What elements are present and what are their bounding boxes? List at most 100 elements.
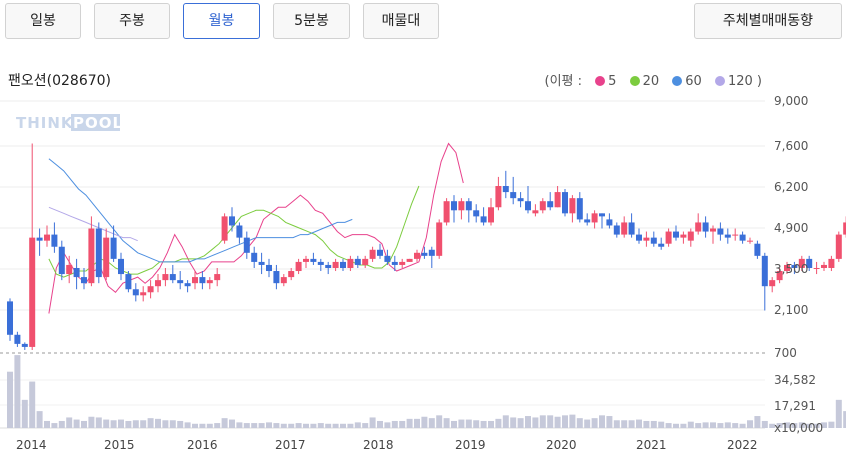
price-tick-label: 9,000 <box>774 94 808 108</box>
candle-body <box>510 192 517 199</box>
volume-bar <box>399 420 406 428</box>
volume-bar <box>221 418 228 428</box>
candle-body <box>310 258 317 262</box>
candle-body <box>525 201 531 211</box>
candle-body <box>377 249 383 256</box>
volume-bar <box>488 420 494 428</box>
volume-bar <box>843 411 846 428</box>
volume-bar <box>436 415 443 428</box>
legend-label: 이평 : <box>549 74 583 89</box>
volume-bar <box>7 371 13 428</box>
volume-bar <box>325 423 332 428</box>
tab-volume-profile[interactable]: 매물대 <box>363 3 439 39</box>
candle-body <box>391 261 398 265</box>
candle-body <box>192 277 198 284</box>
volume-bars <box>7 355 846 428</box>
ma20-color-dot <box>629 76 640 86</box>
volume-bar <box>414 418 420 428</box>
volume-bar <box>81 420 87 428</box>
candle-body <box>687 231 694 241</box>
volume-bar <box>621 420 628 428</box>
candle-body <box>177 280 184 284</box>
candle-body <box>473 210 480 217</box>
legend-ma20: 20 <box>642 74 660 89</box>
candle-body <box>251 252 258 262</box>
price-tick-label: 700 <box>774 346 797 360</box>
volume-bar <box>576 418 583 428</box>
volume-bar <box>132 420 139 428</box>
candle-body <box>155 280 161 287</box>
candle-body <box>776 271 783 281</box>
volume-bar <box>480 420 487 428</box>
candle-body <box>406 258 413 262</box>
candle-body <box>73 267 80 278</box>
volume-bar <box>384 422 391 428</box>
volume-bar <box>665 423 672 428</box>
candle-body <box>576 198 583 220</box>
volume-bar <box>66 417 73 428</box>
volume-bar <box>377 420 383 428</box>
volume-bar <box>95 417 102 428</box>
volume-bar <box>473 420 480 428</box>
watermark-think: THINK <box>16 114 74 132</box>
volume-bar <box>732 423 739 428</box>
candle-body <box>465 201 472 211</box>
candle-body <box>169 274 176 281</box>
candle-body <box>695 222 702 232</box>
candle-body <box>628 222 635 235</box>
volume-bar <box>295 423 302 428</box>
volume-bar <box>702 422 709 428</box>
legend-ma5: 5 <box>608 74 617 89</box>
volume-bar <box>687 421 694 428</box>
candle-body <box>813 267 820 269</box>
investor-trend-button[interactable]: 주체별매매동향 <box>694 3 842 39</box>
candle-body <box>562 192 568 214</box>
candle-body <box>421 252 428 256</box>
volume-bar <box>547 415 554 428</box>
tab-daily[interactable]: 일봉 <box>5 3 81 39</box>
price-tick-label: 3,500 <box>774 262 808 276</box>
candle-body <box>702 222 709 232</box>
volume-bar <box>310 423 317 428</box>
legend-close-paren: ) <box>756 74 762 89</box>
volume-bar <box>58 420 65 428</box>
candle-body <box>443 201 450 223</box>
volume-bar <box>169 420 176 428</box>
volume-bar <box>347 423 354 428</box>
ma-legend: (이평 : 5 20 60 120 ) <box>545 70 763 89</box>
candle-body <box>221 216 228 241</box>
candle-body <box>747 240 753 242</box>
candle-body <box>21 343 28 347</box>
candle-body <box>769 280 776 287</box>
candle-body <box>266 264 272 272</box>
candle-body <box>88 228 95 284</box>
candle-body <box>243 237 250 253</box>
volume-bar <box>673 423 679 428</box>
candle-body <box>7 301 13 335</box>
year-label: 2018 <box>363 438 394 452</box>
candle-body <box>399 261 406 265</box>
ma60-line <box>48 158 353 263</box>
candle-body <box>288 271 295 278</box>
tab-5min[interactable]: 5분봉 <box>273 3 350 39</box>
volume-bar <box>184 422 191 428</box>
volume-bar <box>525 416 531 428</box>
candle-body <box>732 234 739 236</box>
candle-body <box>295 261 302 272</box>
candle-body <box>125 274 132 290</box>
volume-bar <box>140 420 147 428</box>
candle-body <box>95 228 102 278</box>
candle-body <box>843 222 846 235</box>
candle-body <box>636 234 642 241</box>
volume-tick-label: 17,291 <box>774 399 816 413</box>
tab-weekly[interactable]: 주봉 <box>94 3 170 39</box>
tab-monthly[interactable]: 월봉 <box>183 3 260 39</box>
candle-body <box>325 264 332 268</box>
candle-body <box>673 231 679 238</box>
year-label: 2015 <box>104 438 135 452</box>
volume-bar <box>465 419 472 428</box>
candle-body <box>613 225 620 235</box>
year-label: 2020 <box>546 438 577 452</box>
volume-bar <box>821 422 827 428</box>
